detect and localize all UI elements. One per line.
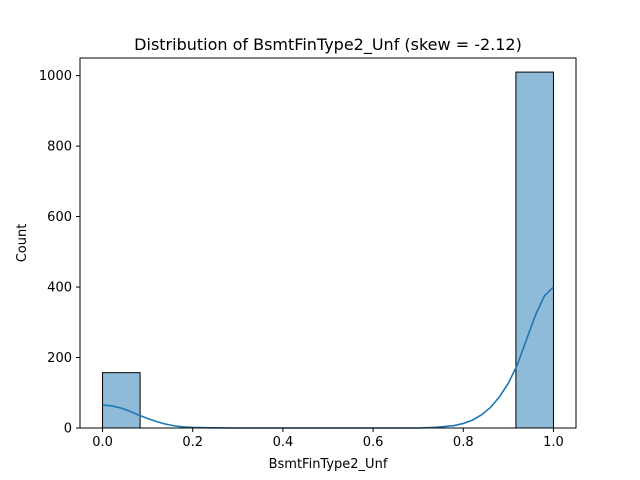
y-tick-label: 400 <box>47 281 72 296</box>
chart-title: Distribution of BsmtFinType2_Unf (skew =… <box>134 35 522 55</box>
x-tick-label: 0.4 <box>273 435 294 450</box>
y-tick-label: 600 <box>47 210 72 225</box>
histogram-bar-0 <box>102 372 141 429</box>
x-tick-label: 0.2 <box>182 435 203 450</box>
x-axis-label: BsmtFinType2_Unf <box>269 457 388 472</box>
y-axis-ticks: 0 200 400 600 800 1000 <box>39 69 80 437</box>
kde-curve <box>102 286 555 429</box>
x-tick-label: 0.8 <box>453 435 474 450</box>
y-tick-label: 0 <box>64 422 72 437</box>
histogram-bar-1 <box>515 71 554 429</box>
x-axis-ticks: 0.0 0.2 0.4 0.6 0.8 1.0 <box>92 428 564 450</box>
y-axis-label: Count <box>15 224 30 263</box>
kde-layer <box>102 286 555 429</box>
bars-layer <box>102 71 554 429</box>
y-tick-label: 800 <box>47 140 72 155</box>
y-tick-label: 1000 <box>39 69 72 84</box>
plot-frame <box>79 57 577 429</box>
x-tick-label: 0.0 <box>92 435 113 450</box>
x-tick-label: 1.0 <box>543 435 564 450</box>
x-tick-label: 0.6 <box>363 435 384 450</box>
y-tick-label: 200 <box>47 351 72 366</box>
